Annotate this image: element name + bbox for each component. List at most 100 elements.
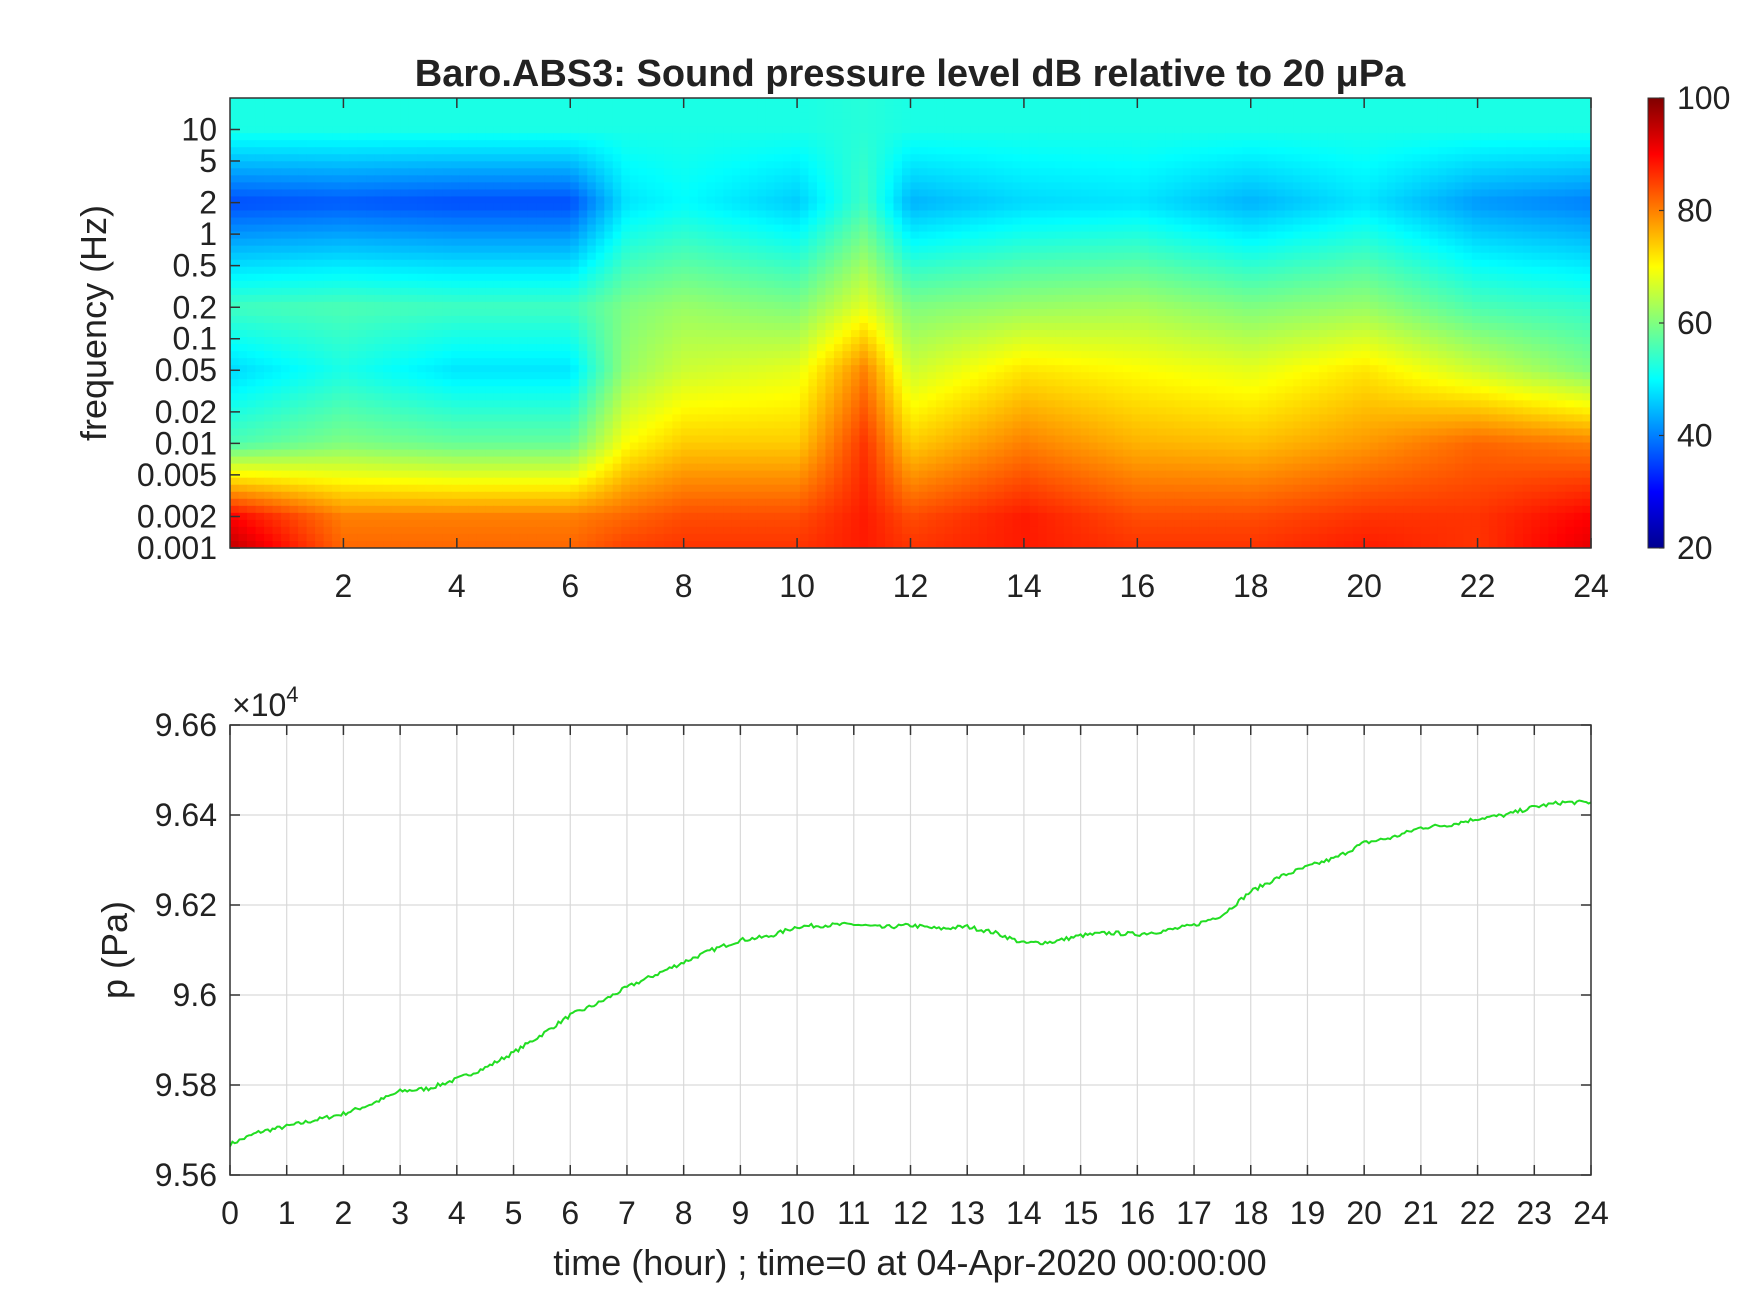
spectrogram-cell: [1539, 189, 1550, 198]
spectrogram-cell: [1063, 140, 1073, 148]
spectrogram-cell: [332, 315, 342, 324]
spectrogram-cell: [655, 217, 665, 226]
spectrogram-cell: [434, 259, 444, 268]
spectrogram-cell: [1216, 161, 1226, 169]
spectrogram-cell: [544, 140, 554, 148]
spectrogram-cell: [791, 259, 801, 268]
spectrogram-cell: [723, 259, 733, 268]
spectrogram-cell: [1488, 168, 1499, 176]
spectrogram-cell: [1106, 224, 1116, 233]
spectrogram-cell: [1199, 189, 1209, 198]
spectrogram-cell: [672, 308, 682, 317]
spectrogram-cell: [706, 119, 716, 127]
spectrogram-cell: [476, 175, 486, 183]
spectrogram-cell: [731, 196, 741, 205]
spectrogram-cell: [672, 217, 682, 226]
spectrogram-cell: [1114, 266, 1124, 275]
spectrogram-cell: [731, 280, 741, 289]
spectrogram-cell: [1582, 245, 1591, 254]
spectrogram-cell: [1097, 301, 1107, 310]
spectrogram-cell: [782, 161, 793, 169]
spectrogram-cell: [859, 182, 869, 191]
spectrogram-cell: [561, 119, 571, 127]
spectrogram-cell: [451, 112, 461, 120]
spectrogram-cell: [417, 154, 427, 162]
spectrogram-cell: [663, 119, 673, 127]
spectrogram-cell: [315, 294, 325, 303]
spectrogram-cell: [1497, 252, 1507, 261]
spectrogram-cell: [927, 259, 937, 268]
spectrogram-cell: [944, 238, 954, 247]
spectrogram-cell: [927, 175, 937, 183]
spectrogram-cell: [357, 175, 367, 183]
spectrogram-cell: [1463, 133, 1473, 141]
spectrogram-cell: [1191, 231, 1201, 240]
spectrogram-cell: [1488, 301, 1499, 310]
spectrogram-cell: [646, 245, 656, 254]
spectrogram-cell: [1446, 259, 1456, 268]
spectrogram-cell: [884, 119, 895, 127]
spectrogram-cell: [1505, 119, 1516, 127]
spectrogram-cell: [1157, 98, 1167, 106]
spectrogram-cell: [723, 308, 733, 317]
spectrogram-cell: [706, 140, 716, 148]
spectrogram-cell: [910, 133, 920, 141]
spectrogram-cell: [315, 245, 325, 254]
spectrogram-cell: [799, 161, 810, 169]
spectrogram-cell: [833, 252, 844, 261]
spectrogram-cell: [230, 259, 240, 268]
spectrogram-cell: [1352, 252, 1362, 261]
spectrogram-cell: [510, 273, 520, 282]
spectrogram-cell: [714, 308, 724, 317]
spectrogram-cell: [1386, 280, 1396, 289]
spectrogram-cell: [366, 273, 376, 282]
spectrogram-cell: [1029, 210, 1039, 219]
spectrogram-cell: [400, 161, 410, 169]
spectrogram-cell: [578, 203, 588, 212]
spectrogram-cell: [510, 189, 520, 198]
spectrogram-cell: [578, 126, 588, 134]
spectrogram-cell: [238, 294, 248, 303]
spectrogram-cell: [808, 252, 818, 261]
spectrogram-cell: [987, 168, 997, 176]
spectrogram-cell: [723, 126, 733, 134]
spectrogram-cell: [1276, 224, 1286, 233]
spectrogram-cell: [1182, 308, 1192, 317]
spectrogram-cell: [1106, 126, 1116, 134]
spectrogram-cell: [765, 266, 775, 275]
spectrogram-cell: [323, 217, 333, 226]
spectrogram-cell: [1276, 210, 1286, 219]
spectrogram-cell: [1514, 224, 1524, 233]
spectrogram-cell: [1131, 231, 1141, 240]
spectrogram-cell: [391, 273, 401, 282]
spectrogram-cell: [1480, 168, 1490, 176]
spectrogram-cell: [1344, 238, 1354, 247]
spectrogram-cell: [1514, 308, 1524, 317]
spectrogram-cell: [1522, 252, 1533, 261]
spectrogram-cell: [1216, 196, 1226, 205]
spectrogram-cell: [587, 161, 597, 169]
spectrogram-cell: [1301, 266, 1311, 275]
spectrogram-cell: [910, 203, 920, 212]
spectrogram-cell: [953, 182, 963, 191]
spectrogram-cell: [1429, 196, 1439, 205]
spectrogram-cell: [774, 140, 784, 148]
spectrogram-cell: [587, 175, 597, 183]
spectrogram-cell: [1539, 224, 1550, 233]
spectrogram-cell: [1182, 182, 1192, 191]
spectrogram-cell: [910, 273, 920, 282]
spectrogram-cell: [995, 294, 1005, 303]
spectrogram-cell: [621, 238, 631, 247]
spectrogram-cell: [1531, 259, 1541, 268]
spectrogram-cell: [1157, 287, 1167, 296]
spectrogram-cell: [1080, 112, 1090, 120]
spectrogram-cell: [680, 301, 690, 310]
spectrogram-cell: [961, 245, 971, 254]
spectrogram-cell: [1191, 126, 1201, 134]
spectrogram-cell: [723, 168, 733, 176]
spectrogram-cell: [374, 126, 384, 134]
spectrogram-cell: [714, 147, 724, 155]
spectrogram-cell: [1174, 266, 1184, 275]
spectrogram-cell: [1097, 252, 1107, 261]
spectrogram-cell: [1233, 147, 1243, 155]
